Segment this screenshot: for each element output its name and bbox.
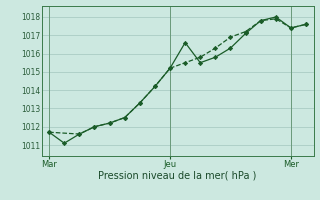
X-axis label: Pression niveau de la mer( hPa ): Pression niveau de la mer( hPa ) (99, 171, 257, 181)
